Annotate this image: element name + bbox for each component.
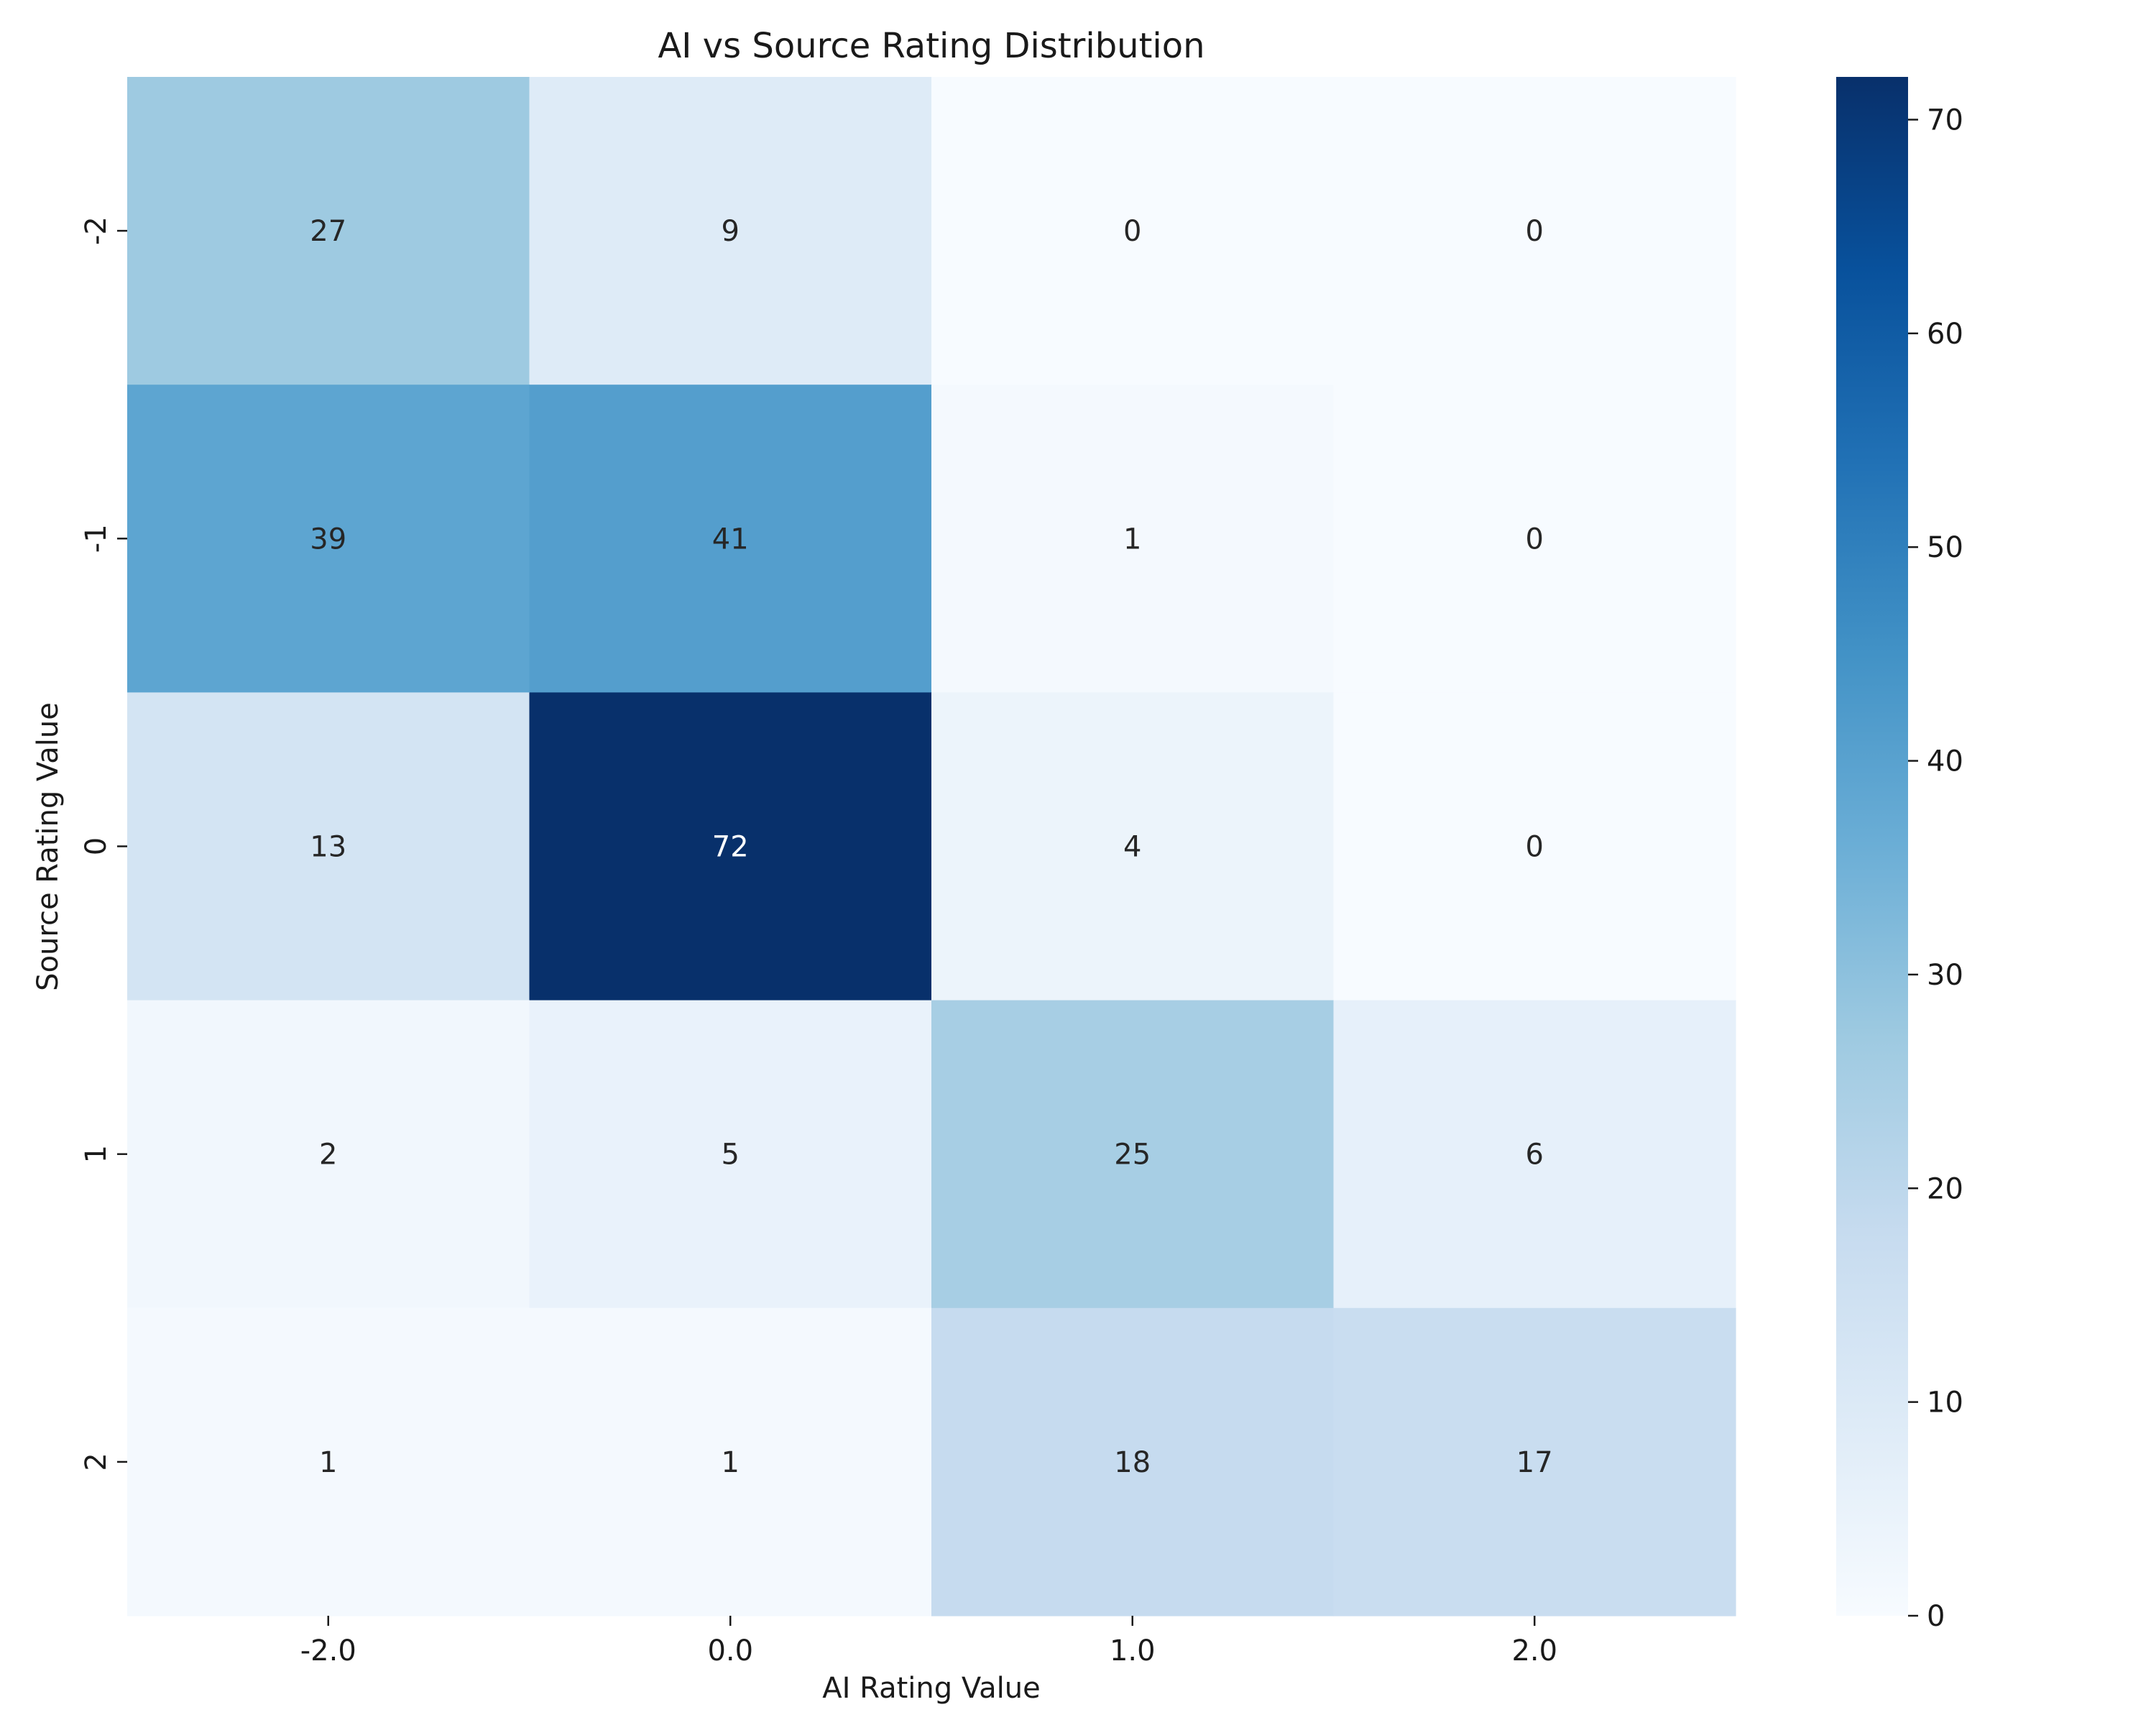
colorbar-ticks: 0 10 20 30 40 50 60 70 [1908, 104, 1963, 1633]
cell-value-label: 41 [712, 523, 749, 556]
x-tick-label: 0.0 [707, 1634, 753, 1668]
colorbar [1836, 77, 1908, 1616]
cell-value-label: 5 [722, 1138, 740, 1172]
colorbar-tick-label: 70 [1927, 104, 1963, 137]
colorbar-tick-label: 10 [1927, 1386, 1963, 1420]
colorbar-tick-label: 60 [1927, 318, 1963, 351]
y-tick-label: -1 [80, 524, 113, 553]
heatmap-cell [529, 692, 932, 1001]
heatmap-cell [931, 385, 1335, 693]
heatmap-cell [127, 692, 530, 1001]
cell-value-label: 72 [712, 831, 749, 864]
y-axis-ticks: -2 -1 0 1 2 [80, 216, 127, 1471]
cell-value-label: 17 [1516, 1446, 1553, 1479]
heatmap-cell [1333, 385, 1736, 693]
heatmap-cell [529, 1307, 932, 1616]
heatmap-cell [529, 385, 932, 693]
chart-title: AI vs Source Rating Distribution [658, 26, 1204, 66]
cell-value-label: 1 [722, 1446, 740, 1479]
cell-value-label: 13 [310, 831, 346, 864]
cell-value-label: 2 [319, 1138, 337, 1172]
heatmap-cell [931, 77, 1335, 385]
heatmap-cells: 27 9 0 039 41 1 013 72 4 02 5 25 61 1 18 17 [127, 77, 1736, 1616]
heatmap-cell [529, 1000, 932, 1309]
y-tick-label: 0 [80, 837, 113, 855]
x-tick-label: 1.0 [1110, 1634, 1156, 1668]
heatmap-cell [127, 1307, 530, 1616]
y-tick-label: 2 [80, 1453, 113, 1471]
heatmap-cell [127, 385, 530, 693]
cell-value-label: 0 [1526, 523, 1544, 556]
y-axis-label: Source Rating Value [32, 702, 65, 991]
y-tick-label: 1 [80, 1145, 113, 1163]
heatmap-cell [127, 77, 530, 385]
heatmap-cell [1333, 692, 1736, 1001]
x-axis-label: AI Rating Value [822, 1672, 1040, 1705]
x-axis-ticks: -2.0 0.0 1.0 2.0 [300, 1616, 1557, 1668]
colorbar-tick-label: 20 [1927, 1172, 1963, 1205]
heatmap-cell [1333, 77, 1736, 385]
colorbar-tick-label: 40 [1927, 745, 1963, 778]
cell-value-label: 9 [722, 215, 740, 248]
cell-value-label: 0 [1526, 215, 1544, 248]
x-tick-label: 2.0 [1511, 1634, 1557, 1668]
cell-value-label: 1 [1123, 523, 1141, 556]
heatmap-cell [931, 692, 1335, 1001]
colorbar-tick-label: 50 [1927, 531, 1963, 564]
cell-value-label: 0 [1123, 215, 1141, 248]
heatmap-cell [931, 1000, 1335, 1309]
heatmap-cell [1333, 1000, 1736, 1309]
cell-value-label: 4 [1123, 831, 1141, 864]
heatmap-cell [931, 1307, 1335, 1616]
heatmap-cell [1333, 1307, 1736, 1616]
cell-value-label: 27 [310, 215, 346, 248]
heatmap-cell [127, 1000, 530, 1309]
cell-value-label: 39 [310, 523, 346, 556]
cell-value-label: 25 [1114, 1138, 1151, 1172]
colorbar-tick-label: 30 [1927, 959, 1963, 992]
x-tick-label: -2.0 [300, 1634, 356, 1668]
cell-value-label: 0 [1526, 831, 1544, 864]
heatmap-cell [529, 77, 932, 385]
cell-value-label: 1 [319, 1446, 337, 1479]
cell-value-label: 18 [1114, 1446, 1151, 1479]
cell-value-label: 6 [1526, 1138, 1544, 1172]
colorbar-tick-label: 0 [1927, 1600, 1945, 1633]
y-tick-label: -2 [80, 216, 113, 245]
